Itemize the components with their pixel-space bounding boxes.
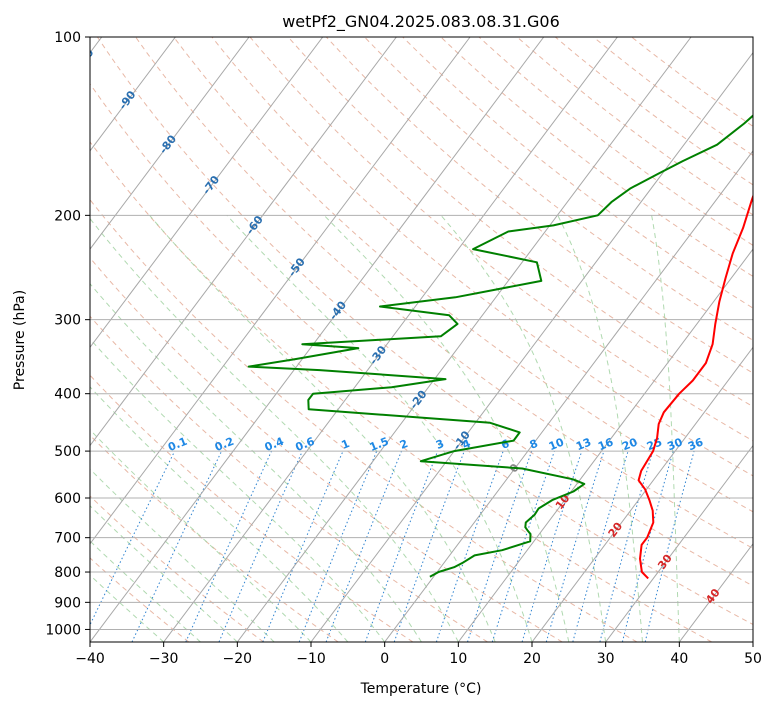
moist-adiabat: [149, 214, 496, 642]
mixing-ratio-label: 16: [596, 435, 615, 453]
mixing-ratio-label: 36: [686, 435, 705, 453]
y-tick-label: 500: [54, 444, 81, 460]
x-tick-label: −30: [149, 651, 179, 667]
isotherm-line: [236, 37, 692, 642]
mixing-ratio-line: [185, 450, 272, 642]
isotherm-line: [90, 37, 324, 349]
dry-adiabat: [249, 37, 753, 442]
mixing-ratio-line: [521, 450, 583, 642]
isotherm-line: [90, 37, 471, 545]
isotherm-line: [531, 346, 753, 642]
x-tick-label: −10: [296, 651, 326, 667]
isotherm-line: [90, 37, 397, 447]
moist-adiabat: [90, 505, 238, 642]
dry-adiabat: [211, 37, 753, 477]
mixing-ratio-label: 10: [547, 435, 566, 453]
isotherm-line: [90, 37, 545, 642]
x-axis-title: Temperature (°C): [360, 681, 482, 697]
moist-adiabat: [90, 574, 165, 642]
mixing-ratio-label: 8: [528, 437, 540, 452]
isotherm-line: [457, 248, 753, 642]
isotherm-line: [90, 37, 176, 152]
x-axis: −40 −30 −20 −10 0 10 20 30 40 50: [75, 642, 762, 667]
dry-adiabat: [402, 37, 753, 309]
mixing-ratio-line: [131, 450, 223, 642]
x-tick-label: −40: [75, 651, 105, 667]
background-lines: [90, 37, 753, 642]
plot-area: -100-90-80-70-60-50-40-30-20-10010203040…: [90, 37, 753, 642]
y-tick-label: 700: [54, 531, 81, 547]
mixing-ratio-line: [621, 450, 674, 642]
moist-adiabat: [90, 428, 312, 642]
chart-title: wetPf2_GN04.2025.083.08.31.G06: [282, 12, 560, 32]
dry-adiabat: [90, 141, 712, 642]
mixing-ratio-label: 13: [574, 435, 593, 453]
isotherm-line: [90, 37, 250, 250]
y-tick-label: 1000: [45, 622, 81, 638]
y-axis: 100 200 300 400 500 600 700 800 900 1000: [45, 30, 90, 638]
mixing-ratio-label: 20: [620, 435, 639, 453]
mixing-ratio-label: 30: [665, 435, 684, 453]
y-tick-label: 900: [54, 595, 81, 611]
moist-adiabat: [226, 214, 533, 642]
mixing-ratio-line: [435, 450, 504, 642]
sounding-profile-line: [637, 193, 753, 580]
x-tick-label: 40: [670, 651, 688, 667]
y-tick-label: 600: [54, 491, 81, 507]
dry-adiabat: [135, 37, 753, 549]
moist-adiabat: [651, 215, 680, 642]
moist-adiabat: [90, 386, 349, 642]
dry-adiabat: [90, 83, 753, 626]
isotherm-line: [605, 444, 753, 642]
mixing-ratio-label: 2: [398, 437, 410, 452]
isotherm-line: [384, 150, 753, 642]
mixing-ratio-label: 3: [434, 437, 446, 452]
y-axis-title: Pressure (hPa): [12, 290, 28, 390]
dry-adiabat: [325, 37, 753, 374]
x-tick-label: 10: [449, 651, 467, 667]
mixing-ratio-line: [393, 450, 465, 642]
x-tick-label: −20: [223, 651, 253, 667]
moist-adiabat: [557, 215, 643, 642]
mixing-ratio-label: 1: [340, 437, 352, 452]
moist-adiabat: [90, 217, 459, 642]
dry-adiabat: [90, 198, 638, 642]
x-tick-label: 30: [597, 651, 615, 667]
x-tick-label: 20: [523, 651, 541, 667]
mixing-ratio-line: [572, 450, 629, 642]
mixing-ratio-line: [491, 450, 555, 642]
y-tick-label: 800: [54, 565, 81, 581]
dry-adiabat: [554, 37, 753, 186]
mixing-ratio-line: [90, 450, 176, 627]
dry-adiabat: [287, 37, 753, 408]
y-tick-label: 400: [54, 387, 81, 403]
sounding-profile-line: [247, 114, 753, 578]
y-tick-label: 300: [54, 313, 81, 329]
moist-adiabat: [440, 214, 607, 642]
dry-adiabat: [364, 37, 753, 341]
y-tick-label: 100: [54, 30, 81, 46]
x-tick-label: 0: [380, 651, 389, 667]
mixing-ratio-line: [467, 450, 533, 642]
plot-frame: [89, 36, 754, 643]
mixing-ratio-line: [599, 450, 654, 642]
mixing-ratio-line: [644, 450, 695, 642]
dry-adiabat: [173, 37, 753, 513]
isotherm-line: [310, 51, 753, 642]
moist-adiabat: [90, 540, 201, 642]
moist-adiabat: [90, 282, 422, 642]
y-tick-label: 200: [54, 208, 81, 224]
dry-adiabat: [90, 374, 414, 642]
mixing-ratio-line: [262, 450, 344, 642]
profile-lines: [247, 114, 753, 580]
moist-adiabat: [90, 338, 386, 642]
x-tick-label: 50: [744, 651, 762, 667]
